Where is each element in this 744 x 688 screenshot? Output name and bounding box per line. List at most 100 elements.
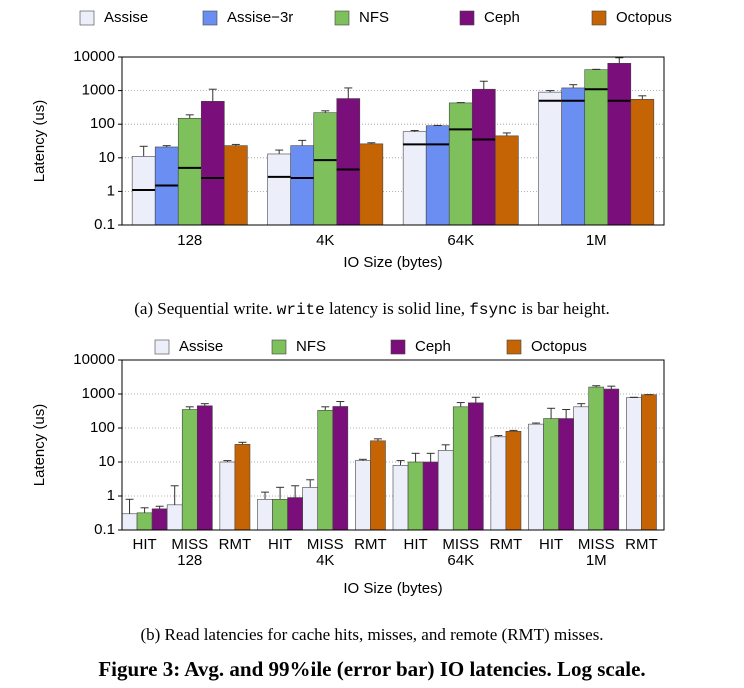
bar (505, 430, 522, 531)
error-bar (185, 114, 194, 119)
error-bar (140, 507, 149, 513)
bar (313, 112, 338, 226)
bar (392, 464, 409, 531)
error-bar (155, 505, 164, 509)
bar (437, 450, 454, 531)
error-bar (276, 486, 285, 500)
x-tick-label: 64K (447, 232, 474, 249)
bar (166, 504, 183, 531)
bar (287, 497, 303, 531)
bar (584, 69, 609, 226)
error-bar (411, 452, 420, 462)
error-bar (532, 422, 541, 425)
y-tick-label: 10 (98, 453, 115, 470)
caption: (a) Sequential write. write latency is s… (134, 299, 610, 319)
legend-swatch (390, 339, 406, 355)
sub-category-label: RMT (354, 536, 387, 553)
y-tick-label: 1000 (82, 82, 115, 99)
error-bar (231, 143, 240, 146)
bar (267, 153, 291, 226)
error-bar (569, 84, 578, 88)
error-bar (170, 485, 179, 505)
bar (302, 487, 319, 531)
sub-category-label: MISS (307, 536, 344, 553)
legend-label: NFS (296, 338, 326, 355)
error-bar (344, 87, 353, 99)
caption-part: write (277, 301, 325, 319)
bar (224, 145, 248, 226)
y-tick-label: 0.1 (94, 216, 115, 233)
bar (332, 406, 349, 531)
legend-swatch (154, 339, 170, 355)
bar (181, 409, 198, 531)
x-tick-label: 128 (177, 232, 202, 249)
error-bar (321, 110, 330, 113)
error-bar (185, 406, 194, 410)
sub-category-label: HIT (268, 536, 292, 553)
y-tick-label: 10 (98, 149, 115, 166)
error-bar (306, 479, 315, 488)
sub-category-label: MISS (442, 536, 479, 553)
legend-label: Ceph (484, 9, 520, 26)
error-bar (125, 498, 134, 514)
bar (290, 145, 315, 226)
legend-label: Assise−3r (227, 9, 293, 26)
legend-swatch (506, 339, 522, 355)
bar (151, 508, 168, 531)
bar (177, 117, 202, 226)
caption: (b) Read latencies for cache hits, misse… (140, 625, 603, 644)
caption-part: (a) Sequential write. (134, 299, 277, 318)
y-tick-label: 10000 (73, 351, 115, 368)
sub-category-label: RMT (490, 536, 523, 553)
error-bar (547, 407, 556, 419)
bar (359, 143, 384, 226)
caption-part: is bar height. (517, 299, 610, 318)
plot-frame (121, 359, 665, 531)
error-bar (509, 429, 518, 432)
bar (538, 91, 562, 226)
caption-part: fsync (469, 301, 517, 319)
y-tick-label: 1 (107, 487, 115, 504)
bar (630, 99, 655, 226)
caption-part: latency is solid line, (325, 299, 469, 318)
y-tick-label: 100 (90, 115, 115, 132)
legend-label: Assise (179, 338, 223, 355)
bar (272, 498, 288, 531)
y-tick-label: 100 (90, 419, 115, 436)
bar (196, 405, 213, 531)
x-tick-label: 1M (586, 232, 607, 249)
bar (603, 388, 620, 531)
bar (257, 498, 273, 531)
bar (448, 102, 473, 226)
bar (641, 394, 657, 531)
bar (588, 386, 605, 531)
error-bar (261, 491, 270, 500)
figure-caption: Figure 3: Avg. and 99%ile (error bar) IO… (98, 657, 645, 681)
error-bar (607, 385, 616, 390)
error-bar (592, 385, 601, 388)
y-tick-label: 10000 (73, 48, 115, 65)
error-bar (502, 132, 511, 136)
error-bar (615, 57, 624, 64)
bar (219, 461, 236, 531)
legend-label: Octopus (616, 9, 672, 26)
error-bar (638, 95, 647, 100)
bar (607, 62, 632, 226)
error-bar (373, 438, 382, 441)
error-bar (358, 458, 367, 461)
error-bar (200, 403, 209, 406)
x-axis-title: IO Size (bytes) (343, 580, 442, 597)
sub-category-label: RMT (625, 536, 658, 553)
error-bar (162, 145, 171, 147)
legend-swatch (591, 10, 607, 26)
error-bar (456, 402, 465, 407)
plot-frame (121, 56, 665, 226)
y-tick-label: 0.1 (94, 521, 115, 538)
legend-label: NFS (359, 9, 389, 26)
legend-swatch (271, 339, 287, 355)
sub-category-label: HIT (403, 536, 427, 553)
bar (471, 88, 496, 226)
bar (402, 131, 427, 226)
sub-category-label: MISS (578, 536, 615, 553)
error-bar (577, 403, 586, 407)
